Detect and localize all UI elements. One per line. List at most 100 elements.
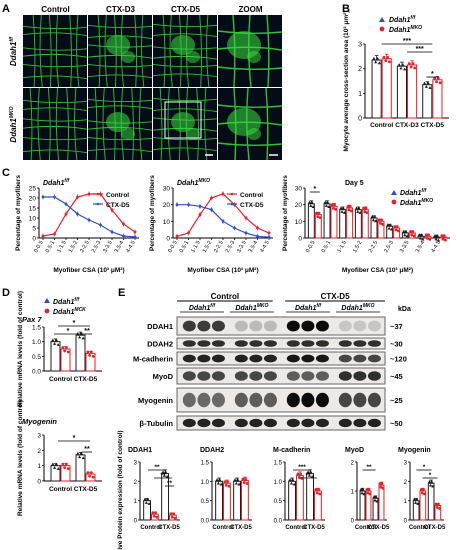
data-point bbox=[241, 477, 245, 481]
data-point bbox=[267, 231, 271, 235]
data-point bbox=[409, 230, 412, 233]
protein-band bbox=[353, 418, 367, 428]
data-point bbox=[51, 338, 55, 342]
protein-band bbox=[367, 340, 381, 347]
protein-band bbox=[211, 418, 225, 428]
label-sup: MCK bbox=[74, 307, 86, 313]
data-point bbox=[306, 470, 310, 474]
panel-label: B bbox=[342, 3, 350, 15]
data-point bbox=[292, 482, 296, 486]
data-point bbox=[365, 488, 369, 491]
protein-band bbox=[338, 340, 352, 347]
y-tick-label: 1 bbox=[37, 463, 41, 470]
x-tick-label: Control bbox=[212, 525, 234, 531]
data-point bbox=[198, 204, 202, 208]
y-tick-label: 0 bbox=[134, 519, 138, 525]
kda-label: ~50 bbox=[390, 419, 403, 428]
y-tick-label: 10 bbox=[295, 219, 303, 226]
bar bbox=[354, 209, 362, 239]
x-tick-label: 2-2.5 bbox=[79, 240, 90, 254]
data-point bbox=[427, 480, 432, 483]
data-point bbox=[173, 516, 177, 520]
legend-label: Ddah1MCK bbox=[53, 307, 86, 316]
x-tick-label: 3-3.5 bbox=[236, 240, 247, 254]
bar bbox=[440, 236, 448, 239]
protein-band bbox=[367, 371, 381, 381]
chart-title: Ddah1MKO bbox=[177, 178, 210, 187]
data-point bbox=[66, 350, 70, 354]
bar bbox=[296, 475, 304, 521]
data-point bbox=[401, 229, 406, 233]
y-tick-label: 5 bbox=[32, 226, 36, 233]
y-tick-label: 3 bbox=[404, 461, 408, 467]
y-tick-label: 20 bbox=[29, 196, 37, 203]
data-point bbox=[76, 451, 80, 455]
legend-marker bbox=[379, 26, 385, 32]
label-base: Ddah1 bbox=[389, 27, 411, 34]
bar bbox=[378, 484, 385, 521]
data-point bbox=[433, 234, 437, 237]
data-point bbox=[91, 355, 95, 358]
label-base: Ddah1 bbox=[43, 180, 65, 187]
data-point bbox=[354, 206, 359, 210]
data-point bbox=[387, 226, 391, 230]
bar bbox=[346, 207, 354, 239]
y-tick-label: 0 bbox=[37, 479, 41, 486]
protein-band bbox=[211, 392, 225, 408]
column-header: Control bbox=[41, 5, 69, 14]
label-base: Ddah1 bbox=[295, 305, 317, 312]
data-point bbox=[378, 482, 382, 486]
protein-band bbox=[197, 418, 211, 428]
data-point bbox=[438, 507, 441, 510]
significance-label: * bbox=[313, 186, 316, 193]
data-point bbox=[341, 206, 345, 210]
data-point bbox=[339, 206, 343, 210]
data-point bbox=[434, 237, 438, 241]
y-tick-label: 0 bbox=[32, 236, 36, 243]
x-tick-label: Control bbox=[49, 376, 72, 383]
data-point bbox=[412, 497, 417, 501]
data-point bbox=[348, 205, 352, 208]
legend-label: Ddah1f/f bbox=[400, 188, 427, 197]
data-point bbox=[399, 66, 403, 70]
protein-band bbox=[197, 354, 211, 363]
legend-label: Control bbox=[240, 192, 263, 199]
bar bbox=[223, 482, 231, 521]
data-point bbox=[143, 497, 147, 501]
protein-band bbox=[182, 340, 196, 347]
significance-label: ** bbox=[84, 446, 90, 453]
data-point bbox=[300, 477, 304, 480]
x-tick-label: CTX-D5 bbox=[74, 486, 98, 493]
data-point bbox=[436, 238, 441, 242]
data-point bbox=[395, 225, 399, 228]
data-point bbox=[358, 211, 362, 214]
fiber-outline bbox=[22, 87, 88, 161]
data-point bbox=[407, 62, 411, 65]
data-point bbox=[381, 486, 385, 490]
data-point bbox=[87, 218, 91, 222]
y-axis-label: Percentage of myofibers bbox=[149, 175, 156, 251]
data-point bbox=[56, 467, 60, 470]
protein-band bbox=[263, 371, 277, 381]
data-point bbox=[219, 482, 223, 486]
data-point bbox=[198, 213, 202, 217]
band-label: DDAH2 bbox=[147, 340, 173, 349]
label-base: Ddah1 bbox=[389, 17, 411, 24]
bar bbox=[359, 490, 366, 521]
column-header: CTX-D3 bbox=[106, 5, 135, 14]
zoom-box bbox=[164, 101, 202, 139]
data-point bbox=[418, 236, 423, 240]
x-tick-label: 2.5-3 bbox=[383, 240, 394, 254]
x-tick-label: 0-0.5 bbox=[167, 240, 178, 254]
bar bbox=[330, 205, 338, 239]
label-sup: MKO bbox=[257, 303, 269, 309]
data-point bbox=[318, 492, 322, 496]
protein-band bbox=[234, 354, 248, 363]
protein-band bbox=[367, 354, 381, 363]
protein-band bbox=[234, 392, 248, 408]
x-tick-label: 1.5-2 bbox=[68, 240, 79, 254]
significance-label: * bbox=[73, 435, 76, 442]
data-point bbox=[147, 502, 151, 505]
band-label: MyoD bbox=[153, 372, 174, 381]
data-point bbox=[170, 515, 174, 519]
